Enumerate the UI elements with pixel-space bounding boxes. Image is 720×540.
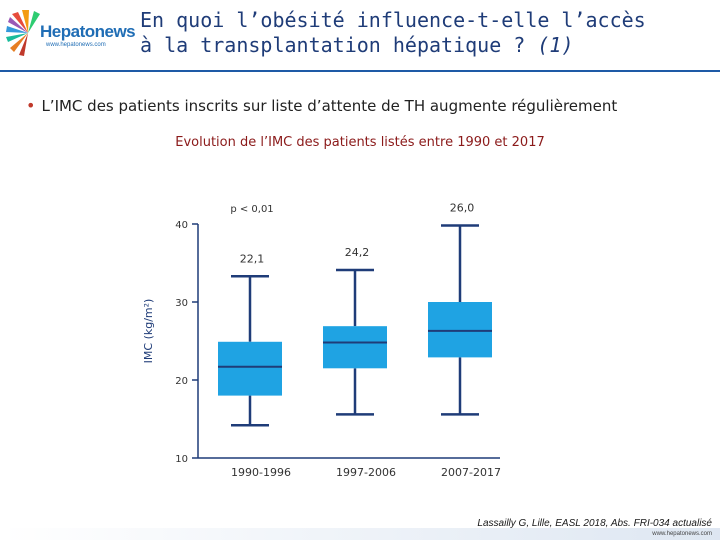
bullet-text: L’IMC des patients inscrits sur liste d’… <box>41 97 618 115</box>
box-value-label: 26,0 <box>450 202 475 215</box>
box-value-label: 24,2 <box>345 246 370 259</box>
chart-labels: 22,1 1990-1996 24,2 1997-2006 26,0 2007-2017 p… <box>230 202 501 479</box>
p-value-annotation: p < 0,01 <box>230 204 273 215</box>
title-line-1: En quoi l’obésité influence-t-elle l’acc… <box>140 8 646 32</box>
x-tick-label: 1990-1996 <box>231 466 291 479</box>
y-tick-label: 10 <box>175 454 188 465</box>
logo-wordmark: Hepatonews <box>40 22 136 41</box>
box-1997-2006 <box>323 268 387 416</box>
hepatonews-logo: Hepatonews www.hepatonews.com <box>2 2 136 62</box>
chart-boxes <box>218 224 492 427</box>
y-tick-label: 40 <box>175 220 188 231</box>
title-line-2: à la transplantation hépatique ? (1) <box>140 33 710 58</box>
box-value-label: 22,1 <box>240 252 265 265</box>
header-divider <box>0 70 720 72</box>
x-tick-label: 2007-2017 <box>441 466 501 479</box>
x-tick-label: 1997-2006 <box>336 466 396 479</box>
box-2007-2017 <box>428 224 492 416</box>
footer-url: www.hepatonews.com <box>652 531 712 537</box>
iqr-box <box>218 341 282 396</box>
bullet-point: • L’IMC des patients inscrits sur liste d… <box>26 96 706 115</box>
bullet-icon: • <box>26 96 36 115</box>
logo-url: www.hepatonews.com <box>46 42 106 48</box>
title-line-2-text: à la transplantation hépatique ? <box>140 33 526 57</box>
starburst-logo-icon <box>6 10 40 56</box>
slide-title: En quoi l’obésité influence-t-elle l’acc… <box>140 8 710 58</box>
title-reference: (1) <box>537 33 574 57</box>
y-tick-label: 20 <box>175 376 188 387</box>
box-1990-1996 <box>218 275 282 427</box>
iqr-box <box>323 326 387 369</box>
y-axis-label: IMC (kg/m²) <box>142 299 155 364</box>
chart-axes: 10 20 30 40 IMC (kg/m²) <box>142 220 500 465</box>
footer-bar <box>0 528 720 540</box>
iqr-box <box>428 302 492 358</box>
y-tick-label: 30 <box>175 298 188 309</box>
citation: Lassailly G, Lille, EASL 2018, Abs. FRI-… <box>477 518 712 529</box>
chart-title: Evolution de l’IMC des patients listés e… <box>175 135 545 150</box>
